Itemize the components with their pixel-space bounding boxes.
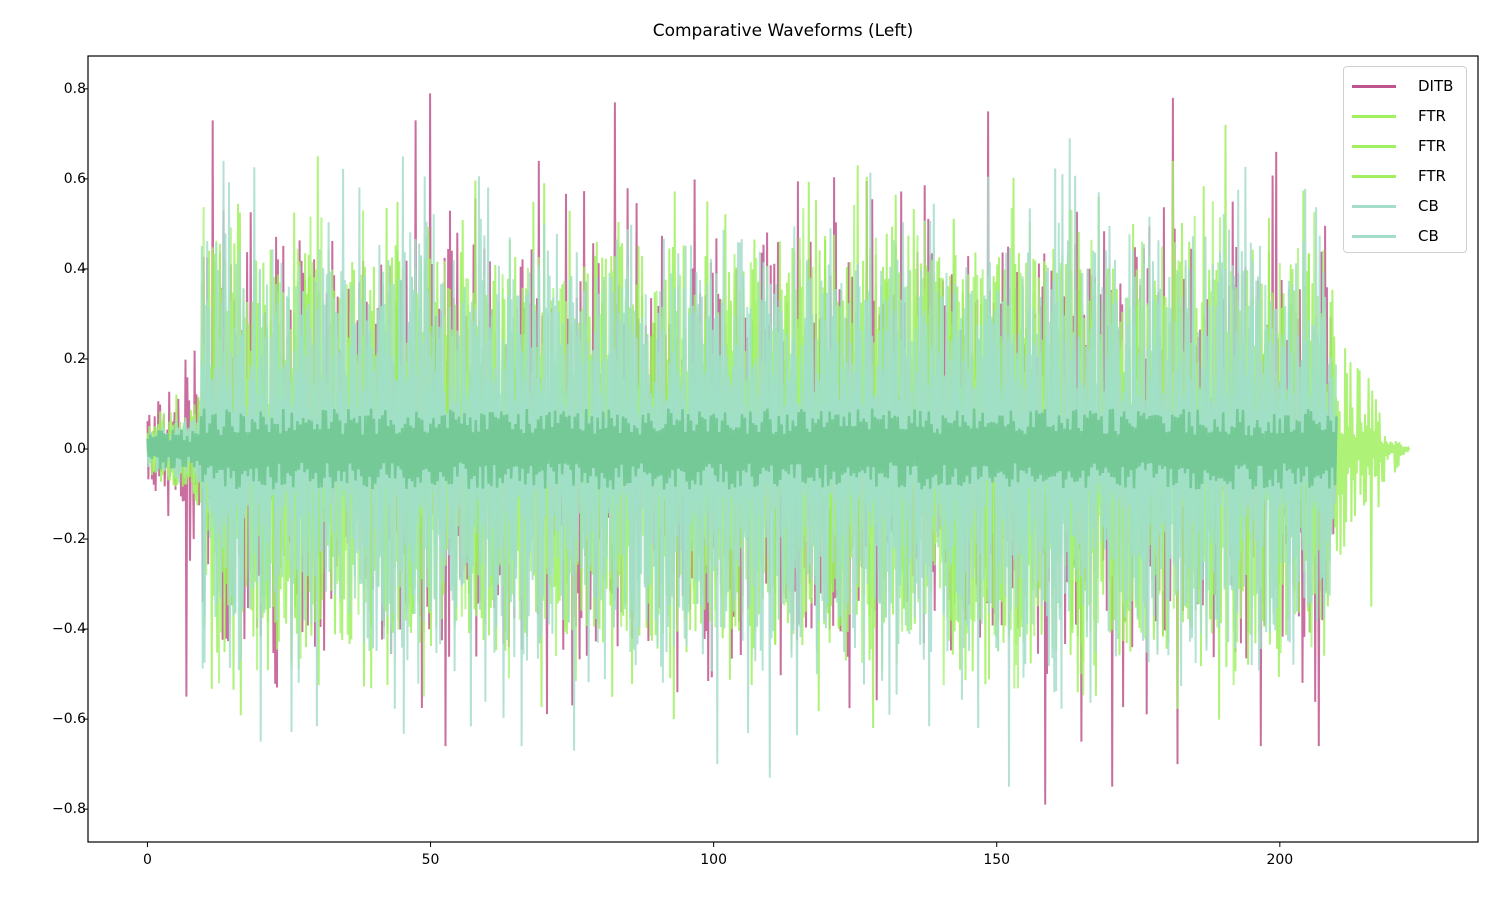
- y-tick-label: −0.4: [52, 621, 86, 638]
- legend-item: CB: [1352, 221, 1439, 251]
- y-tick-label: −0.6: [52, 711, 86, 728]
- waveform-traces: [146, 93, 1411, 805]
- legend-label: CB: [1418, 227, 1439, 245]
- legend-item: CB: [1352, 191, 1439, 221]
- y-axis-ticks: [83, 88, 88, 810]
- legend: DITB FTR FTR FTR CB CB: [1343, 66, 1467, 253]
- x-tick-label: 200: [1266, 852, 1294, 868]
- y-tick-label: 0.2: [63, 350, 86, 367]
- legend-line-icon: [1352, 84, 1396, 88]
- legend-label: CB: [1418, 197, 1439, 215]
- legend-line-icon: [1352, 114, 1396, 118]
- legend-label: FTR: [1418, 137, 1446, 155]
- x-axis-ticks: [146, 842, 1281, 847]
- y-tick-label: 0.4: [63, 260, 86, 277]
- legend-label: DITB: [1418, 77, 1454, 95]
- x-tick-label: 100: [700, 852, 728, 868]
- legend-line-icon: [1352, 144, 1396, 148]
- y-tick-label: 0.8: [63, 80, 86, 97]
- legend-item: DITB: [1352, 71, 1453, 101]
- legend-line-icon: [1352, 204, 1396, 208]
- waveform-core: [146, 408, 1338, 490]
- x-tick-label: 0: [142, 852, 152, 868]
- y-tick-label: −0.2: [52, 531, 86, 548]
- legend-line-icon: [1352, 174, 1396, 178]
- y-tick-label: 0.6: [63, 170, 86, 187]
- legend-item: FTR: [1352, 161, 1446, 191]
- x-tick-label: 50: [421, 852, 440, 868]
- legend-label: FTR: [1418, 107, 1446, 125]
- y-tick-label: 0.0: [63, 441, 86, 457]
- chart-title: Comparative Waveforms (Left): [652, 21, 914, 41]
- y-tick-label: −0.8: [52, 801, 86, 818]
- legend-item: FTR: [1352, 101, 1446, 131]
- legend-item: FTR: [1352, 131, 1446, 161]
- legend-line-icon: [1352, 234, 1396, 238]
- x-tick-label: 150: [983, 852, 1011, 868]
- legend-label: FTR: [1418, 167, 1446, 185]
